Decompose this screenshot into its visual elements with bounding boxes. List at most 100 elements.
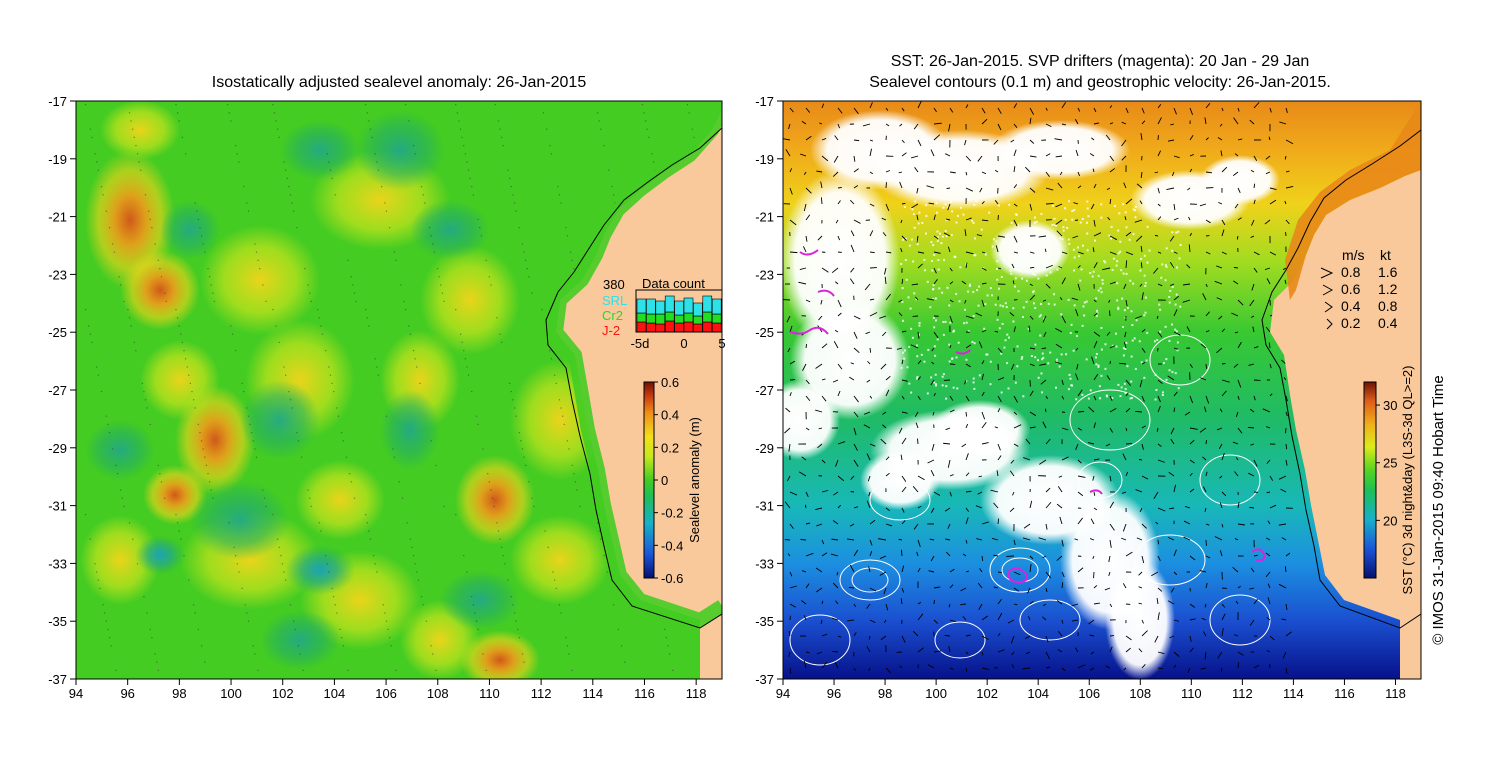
velocity-arrow bbox=[901, 437, 907, 445]
velocity-arrow bbox=[1199, 570, 1207, 573]
x-tick-label: 110 bbox=[1181, 686, 1202, 701]
track-dot bbox=[157, 464, 159, 466]
cloud-speckle bbox=[1143, 274, 1146, 277]
y-tick-label: -33 bbox=[48, 556, 67, 571]
cloud-speckle bbox=[936, 240, 939, 243]
cloud-speckle bbox=[902, 238, 905, 241]
track-dot bbox=[235, 145, 237, 147]
velocity-arrow bbox=[965, 187, 973, 192]
track-dot bbox=[277, 538, 279, 540]
velocity-arrow bbox=[879, 571, 887, 576]
velocity-arrow bbox=[1125, 408, 1131, 413]
x-tick-label: 110 bbox=[479, 686, 500, 701]
velocity-arrow bbox=[1173, 651, 1180, 657]
cloud-speckle bbox=[1103, 260, 1106, 263]
cloud-speckle bbox=[1159, 330, 1162, 333]
cloud-speckle bbox=[911, 208, 914, 211]
velocity-arrow bbox=[1122, 583, 1127, 589]
velocity-arrow bbox=[849, 278, 855, 285]
track-dot bbox=[100, 391, 103, 393]
velocity-arrow bbox=[1253, 267, 1258, 273]
cloud-speckle bbox=[983, 327, 986, 330]
velocity-arrow bbox=[914, 167, 919, 173]
track-dot bbox=[479, 227, 481, 229]
track-dot bbox=[107, 628, 109, 630]
velocity-arrow bbox=[1125, 107, 1129, 114]
velocity-arrow bbox=[1269, 187, 1277, 190]
sla-colorbar-ticks: 0.60.40.20-0.2-0.4-0.6 bbox=[654, 375, 683, 586]
velocity-arrow bbox=[981, 282, 987, 285]
cloud-speckle bbox=[1017, 290, 1020, 293]
track-dot bbox=[118, 276, 120, 278]
track-dot bbox=[154, 243, 156, 245]
track-dot bbox=[241, 382, 243, 384]
cloud-speckle bbox=[1099, 397, 1102, 400]
velocity-arrow bbox=[981, 118, 988, 125]
velocity-arrow bbox=[1109, 105, 1113, 109]
velocity-arrow bbox=[799, 471, 807, 477]
track-dot bbox=[331, 177, 333, 179]
track-dot bbox=[560, 407, 562, 409]
track-dot bbox=[566, 235, 569, 237]
velocity-arrow bbox=[864, 411, 871, 415]
velocity-legend-arrow bbox=[1320, 267, 1334, 279]
velocity-arrow bbox=[832, 520, 839, 525]
cloud-speckle bbox=[999, 304, 1002, 307]
track-dot bbox=[89, 538, 91, 540]
track-dot bbox=[603, 145, 605, 147]
track-dot bbox=[414, 563, 416, 565]
velocity-arrow bbox=[869, 251, 875, 254]
cloud-speckle bbox=[913, 226, 916, 229]
velocity-arrow bbox=[1205, 283, 1208, 288]
velocity-arrow bbox=[1123, 182, 1127, 189]
velocity-arrow bbox=[803, 615, 807, 621]
velocity-arrow bbox=[885, 603, 889, 611]
mission-cr2: Cr2 bbox=[602, 308, 623, 323]
velocity-arrow bbox=[1109, 122, 1114, 125]
track-dot bbox=[286, 177, 288, 179]
velocity-arrow bbox=[786, 315, 791, 323]
velocity-arrow bbox=[1189, 555, 1196, 561]
velocity-arrow bbox=[1136, 537, 1143, 541]
track-dot bbox=[208, 276, 211, 278]
velocity-arrow bbox=[931, 361, 935, 365]
velocity-arrow bbox=[981, 171, 987, 175]
cloud-speckle bbox=[1075, 398, 1078, 401]
velocity-arrow bbox=[1102, 267, 1111, 271]
cloud-speckle bbox=[1041, 391, 1044, 394]
velocity-arrow bbox=[885, 472, 890, 477]
y-tick-label: -29 bbox=[755, 441, 774, 456]
velocity-arrow bbox=[853, 155, 856, 162]
x-tick-label: 96 bbox=[120, 686, 134, 701]
track-dot bbox=[490, 489, 492, 491]
data-count-bar-segment bbox=[646, 313, 656, 324]
cloud-speckle bbox=[1049, 351, 1052, 354]
velocity-arrow bbox=[1029, 117, 1032, 125]
velocity-arrow bbox=[1280, 488, 1287, 493]
cloud-speckle bbox=[1116, 260, 1119, 263]
velocity-arrow bbox=[1237, 523, 1245, 526]
velocity-arrow bbox=[885, 107, 889, 111]
velocity-arrow bbox=[803, 246, 807, 253]
velocity-arrow bbox=[1156, 315, 1159, 320]
cloud-speckle bbox=[1119, 250, 1122, 253]
cloud-speckle bbox=[1153, 340, 1156, 343]
velocity-arrow bbox=[850, 230, 855, 237]
velocity-arrow bbox=[901, 152, 907, 157]
track-dot bbox=[432, 243, 434, 245]
track-dot bbox=[440, 284, 442, 286]
cloud-speckle bbox=[1003, 346, 1006, 349]
track-dot bbox=[192, 604, 195, 606]
track-dot bbox=[120, 489, 122, 491]
velocity-arrow bbox=[1092, 168, 1095, 173]
track-dot bbox=[262, 284, 264, 286]
bathymetry-contour-right bbox=[1261, 129, 1421, 629]
x-tick-label: 112 bbox=[531, 686, 552, 701]
velocity-arrow bbox=[1220, 150, 1223, 157]
track-dot bbox=[493, 505, 495, 507]
cloud-speckle bbox=[1155, 388, 1158, 391]
velocity-arrow bbox=[1221, 166, 1228, 173]
velocity-arrow bbox=[1093, 232, 1102, 237]
y-tick-label: -17 bbox=[48, 94, 67, 109]
cloud-speckle bbox=[1104, 343, 1107, 346]
